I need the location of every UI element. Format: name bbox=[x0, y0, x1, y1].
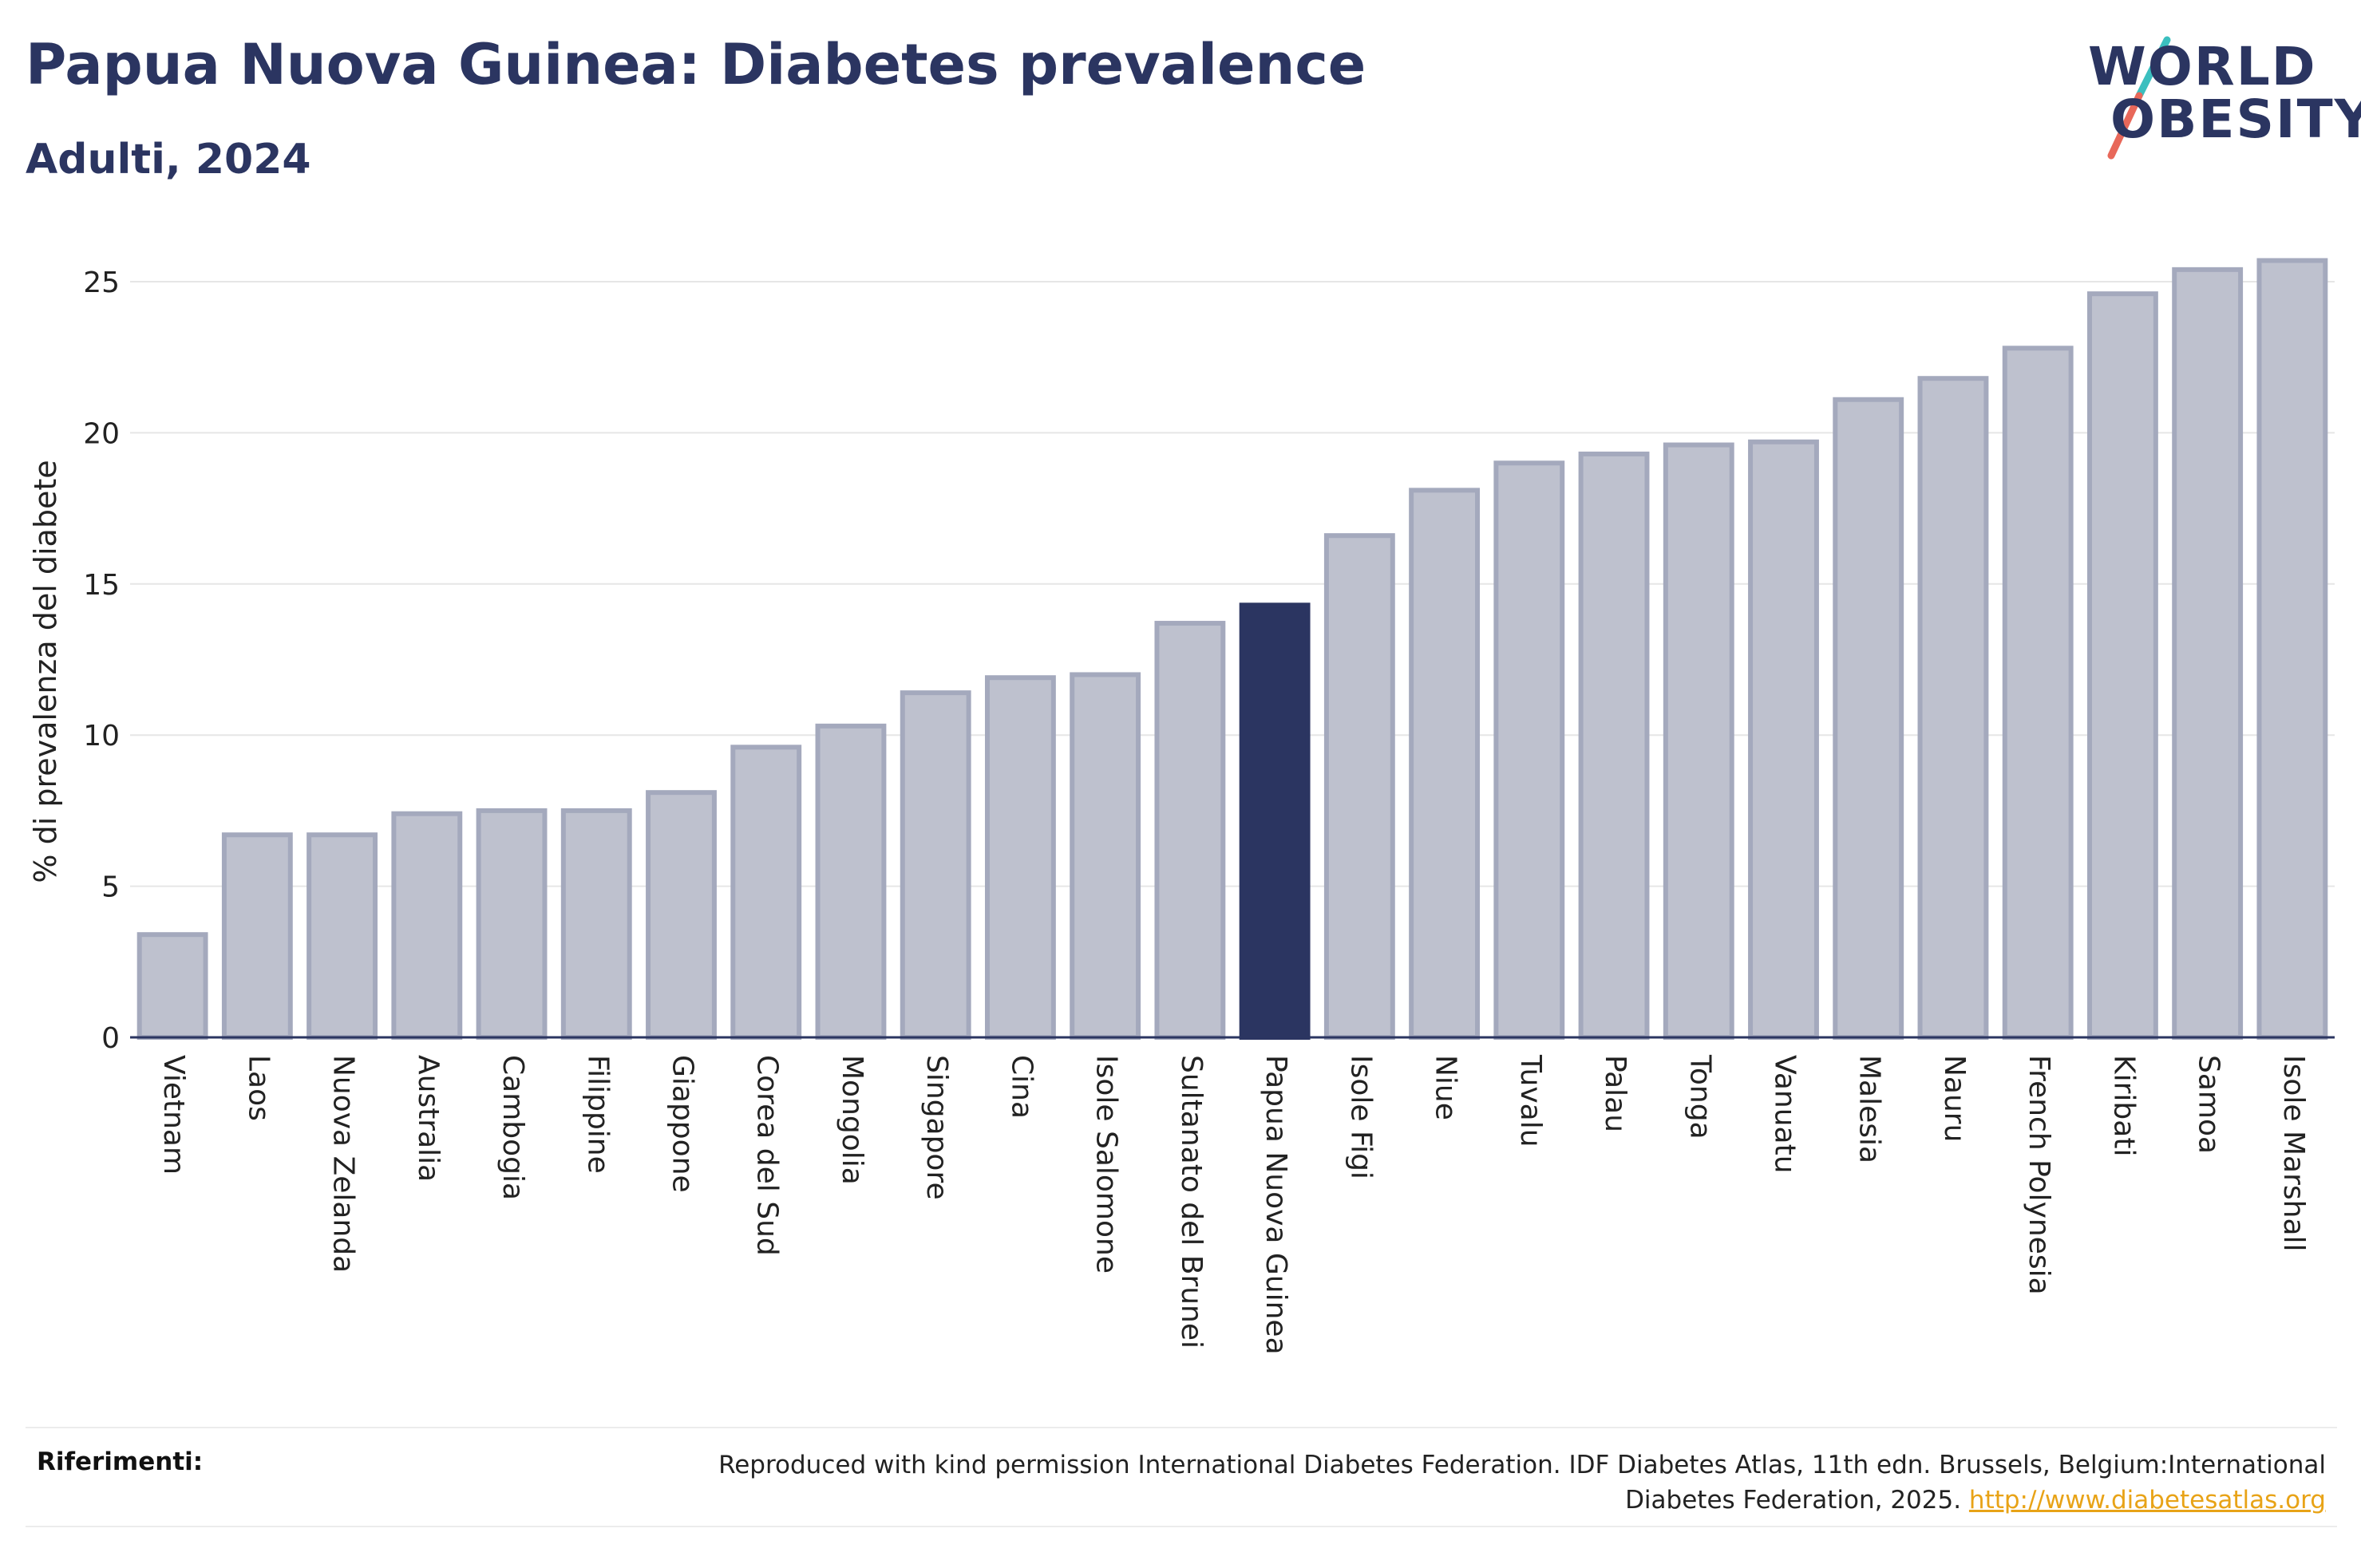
bar bbox=[1748, 439, 1819, 1040]
logo-line-1: WORLD bbox=[2088, 36, 2317, 97]
x-tick-label: Vanuatu bbox=[1769, 1055, 1801, 1174]
bar bbox=[2256, 258, 2328, 1040]
bar bbox=[730, 745, 802, 1040]
y-tick-label: 0 bbox=[101, 1022, 120, 1055]
bar bbox=[1578, 451, 1650, 1040]
x-tick-label: Laos bbox=[242, 1055, 275, 1121]
logo-line-2: OBESITY bbox=[2110, 89, 2361, 150]
x-tick-label: Sultanato del Brunei bbox=[1175, 1055, 1208, 1349]
x-tick-label: Papua Nuova Guinea bbox=[1260, 1055, 1292, 1355]
x-tick-label: Mongolia bbox=[836, 1055, 868, 1185]
x-tick-label: Singapore bbox=[920, 1055, 953, 1200]
bar bbox=[1663, 442, 1734, 1040]
bar bbox=[2172, 267, 2244, 1040]
y-axis-label: % di prevalenza del diabete bbox=[28, 460, 63, 883]
chart-title: Papua Nuova Guinea: Diabetes prevalence bbox=[26, 32, 1366, 97]
x-tick-label: Filippine bbox=[581, 1055, 614, 1174]
bar bbox=[1070, 672, 1141, 1040]
bar bbox=[560, 808, 632, 1041]
x-tick-label: Nauru bbox=[1938, 1055, 1971, 1142]
x-tick-label: Samoa bbox=[2193, 1055, 2225, 1154]
bar bbox=[900, 690, 971, 1041]
bar bbox=[1493, 460, 1565, 1040]
references-text: Reproduced with kind permission Internat… bbox=[610, 1448, 2326, 1518]
x-tick-label: French Polynesia bbox=[2023, 1055, 2055, 1295]
bar bbox=[1323, 533, 1395, 1040]
logo-slash-icon bbox=[2107, 36, 2171, 160]
x-tick-label: Cambogia bbox=[496, 1055, 529, 1200]
bar bbox=[221, 832, 293, 1040]
y-tick-label: 10 bbox=[83, 720, 120, 752]
chart-subtitle: Adulti, 2024 bbox=[26, 136, 311, 184]
x-tick-label: Palau bbox=[1599, 1055, 1631, 1132]
bar bbox=[984, 675, 1056, 1041]
x-tick-label: Isole Marshall bbox=[2277, 1055, 2310, 1252]
x-tick-label: Giappone bbox=[666, 1055, 699, 1193]
y-tick-label: 5 bbox=[101, 871, 120, 904]
x-tick-label: Tuvalu bbox=[1514, 1054, 1547, 1147]
x-tick-label: Kiribati bbox=[2107, 1055, 2140, 1156]
world-obesity-logo: WORLD OBESITY bbox=[2075, 32, 2361, 168]
x-tick-labels: Vietnam Laos Nuova Zelanda Australia Cambogi… bbox=[157, 1054, 2310, 1355]
x-tick-label: Tonga bbox=[1683, 1054, 1716, 1139]
bars bbox=[136, 258, 2328, 1041]
bar bbox=[1833, 397, 1904, 1040]
references-link[interactable]: http://www.diabetesatlas.org bbox=[1968, 1486, 2326, 1515]
x-tick-label: Isole Salomone bbox=[1090, 1055, 1123, 1274]
references-citation: Reproduced with kind permission Internat… bbox=[718, 1451, 2326, 1515]
y-tick-label: 15 bbox=[83, 569, 120, 602]
references-label: Riferimenti: bbox=[37, 1448, 204, 1476]
x-tick-label: Niue bbox=[1430, 1055, 1462, 1120]
bar bbox=[1917, 376, 1989, 1040]
x-tick-label: Isole Figi bbox=[1344, 1055, 1377, 1179]
bar bbox=[815, 723, 887, 1040]
bar bbox=[476, 808, 548, 1041]
bar bbox=[1239, 602, 1311, 1040]
bar-chart: 0 5 10 15 20 25 Vietnam Laos Nuova Zelanda Austr… bbox=[28, 258, 2335, 1355]
bar bbox=[1409, 488, 1481, 1040]
bar bbox=[136, 932, 208, 1041]
x-tick-label: Malesia bbox=[1853, 1055, 1886, 1163]
x-tick-label: Corea del Sud bbox=[751, 1055, 784, 1256]
x-tick-label: Nuova Zelanda bbox=[327, 1055, 360, 1273]
bar bbox=[2002, 346, 2074, 1040]
bar bbox=[2086, 291, 2158, 1041]
references-footer: Riferimenti: Reproduced with kind permis… bbox=[26, 1427, 2337, 1527]
y-tick-label: 25 bbox=[83, 267, 120, 299]
bar bbox=[1154, 621, 1226, 1040]
bar bbox=[391, 811, 463, 1040]
x-tick-label: Vietnam bbox=[157, 1055, 190, 1175]
bar bbox=[646, 790, 717, 1040]
x-tick-label: Australia bbox=[412, 1055, 445, 1182]
bar bbox=[306, 832, 378, 1040]
y-tick-label: 20 bbox=[83, 417, 120, 450]
x-tick-label: Cina bbox=[1005, 1055, 1038, 1119]
y-tick-labels: 0 5 10 15 20 25 bbox=[83, 267, 120, 1055]
